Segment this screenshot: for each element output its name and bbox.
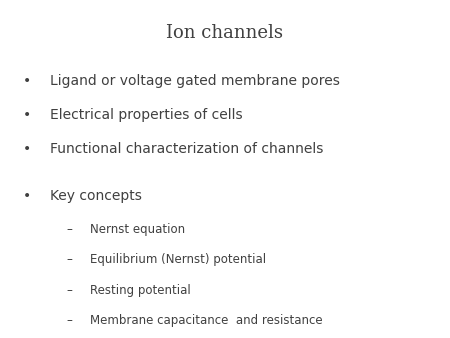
- Text: Electrical properties of cells: Electrical properties of cells: [50, 108, 242, 122]
- Text: •: •: [23, 189, 31, 203]
- Text: •: •: [23, 108, 31, 122]
- Text: Membrane capacitance  and resistance: Membrane capacitance and resistance: [90, 314, 323, 327]
- Text: •: •: [23, 74, 31, 88]
- Text: –: –: [67, 314, 73, 327]
- Text: –: –: [67, 254, 73, 266]
- Text: –: –: [67, 284, 73, 297]
- Text: Functional characterization of channels: Functional characterization of channels: [50, 142, 323, 156]
- Text: Equilibrium (Nernst) potential: Equilibrium (Nernst) potential: [90, 254, 266, 266]
- Text: Key concepts: Key concepts: [50, 189, 141, 203]
- Text: •: •: [23, 142, 31, 156]
- Text: Resting potential: Resting potential: [90, 284, 191, 297]
- Text: Ligand or voltage gated membrane pores: Ligand or voltage gated membrane pores: [50, 74, 339, 88]
- Text: –: –: [67, 223, 73, 236]
- Text: Nernst equation: Nernst equation: [90, 223, 185, 236]
- Text: Ion channels: Ion channels: [166, 24, 284, 42]
